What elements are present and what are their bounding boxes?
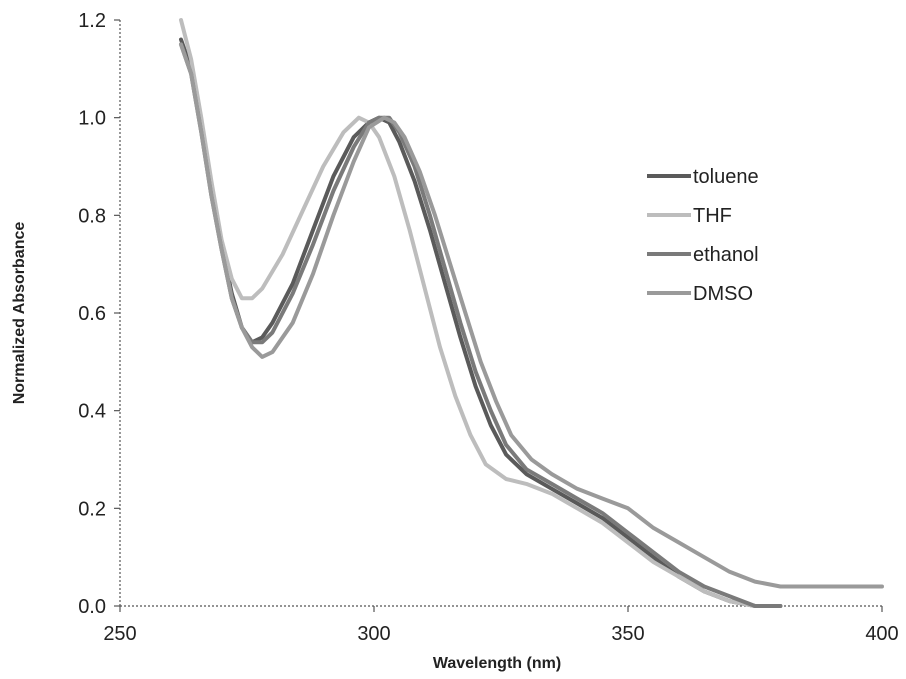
plot-area xyxy=(119,20,882,607)
series-group xyxy=(179,18,884,608)
legend: toluene THF ethanol DMSO xyxy=(647,166,759,305)
legend-label-dmso: DMSO xyxy=(693,283,753,305)
legend-label-thf: THF xyxy=(693,205,732,227)
y-tick-label: 1.0 xyxy=(78,108,106,130)
x-tick-label: 300 xyxy=(357,623,390,645)
legend-label-toluene: toluene xyxy=(693,166,759,188)
x-tick-label: 400 xyxy=(865,623,898,645)
series-line-dmso xyxy=(179,42,884,589)
x-tick-label: 250 xyxy=(103,623,136,645)
y-axis-title: Normalized Absorbance xyxy=(11,222,28,405)
y-tick-label: 0.0 xyxy=(78,596,106,618)
y-axis-ticks: 0.0 0.2 0.4 0.6 0.8 1.0 1.2 xyxy=(78,10,120,618)
y-tick-label: 1.2 xyxy=(78,10,106,32)
x-axis-ticks: 250 300 350 400 xyxy=(103,606,899,645)
y-tick-label: 0.2 xyxy=(78,498,106,520)
x-tick-label: 350 xyxy=(611,623,644,645)
y-tick-label: 0.8 xyxy=(78,205,106,227)
x-axis-title: Wavelength (nm) xyxy=(433,655,561,672)
legend-label-ethanol: ethanol xyxy=(693,244,759,266)
y-tick-label: 0.6 xyxy=(78,303,106,325)
series-line-thf xyxy=(179,18,757,608)
series-line-toluene xyxy=(179,37,783,608)
y-tick-label: 0.4 xyxy=(78,401,106,423)
